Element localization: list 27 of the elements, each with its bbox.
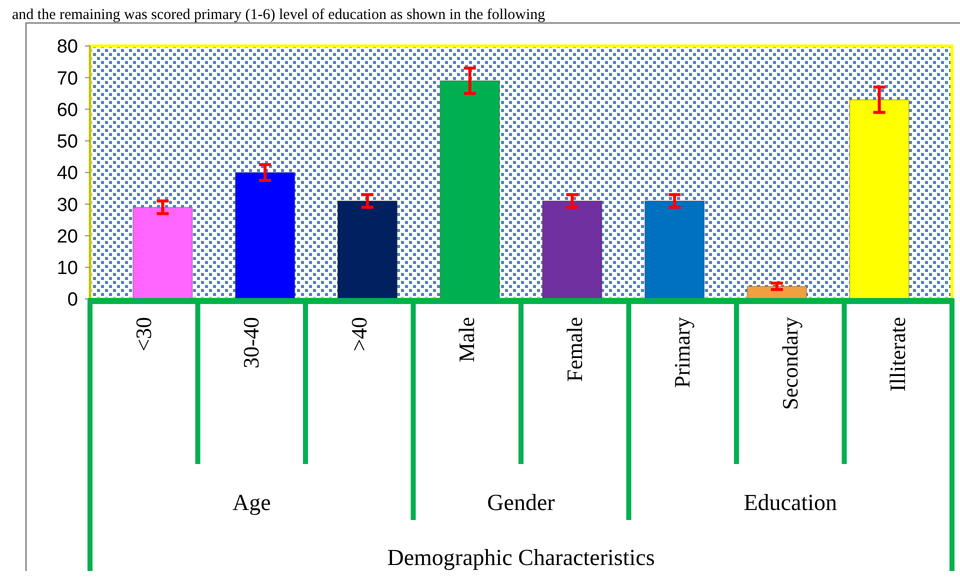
y-tick-label: 40 [56,163,78,184]
x-tick-label: Secondary [777,317,802,410]
x-tick-label: Primary [670,317,695,388]
text: Age [232,490,271,515]
x-tick-label: Male [454,317,480,362]
x-tick-label: 30-40 [238,317,264,368]
y-tick-label: 0 [67,290,78,311]
x-tick-label: >40 [346,317,372,352]
y-tick-label: 70 [56,68,78,90]
y-tick-label: 30 [56,194,78,216]
text: Gender [487,490,556,515]
text: Education [744,490,838,515]
text: and the remaining was scored primary (1-6) level of education as shown in the following [12,7,546,23]
bar [132,206,193,300]
y-tick-label: 60 [56,100,78,121]
bar [644,200,705,300]
bar [337,200,398,300]
x-tick-label: <30 [130,317,156,352]
y-tick-label: 10 [56,258,78,280]
x-tick-label: Illiterate [885,317,910,392]
bar [234,172,296,300]
y-tick-label: 80 [56,36,78,58]
y-tick-label: 20 [56,226,78,248]
y-tick-label: 50 [56,132,78,153]
bar [542,200,602,300]
x-tick-label: Female [562,317,587,382]
text: Demographic Characteristics [387,545,655,570]
